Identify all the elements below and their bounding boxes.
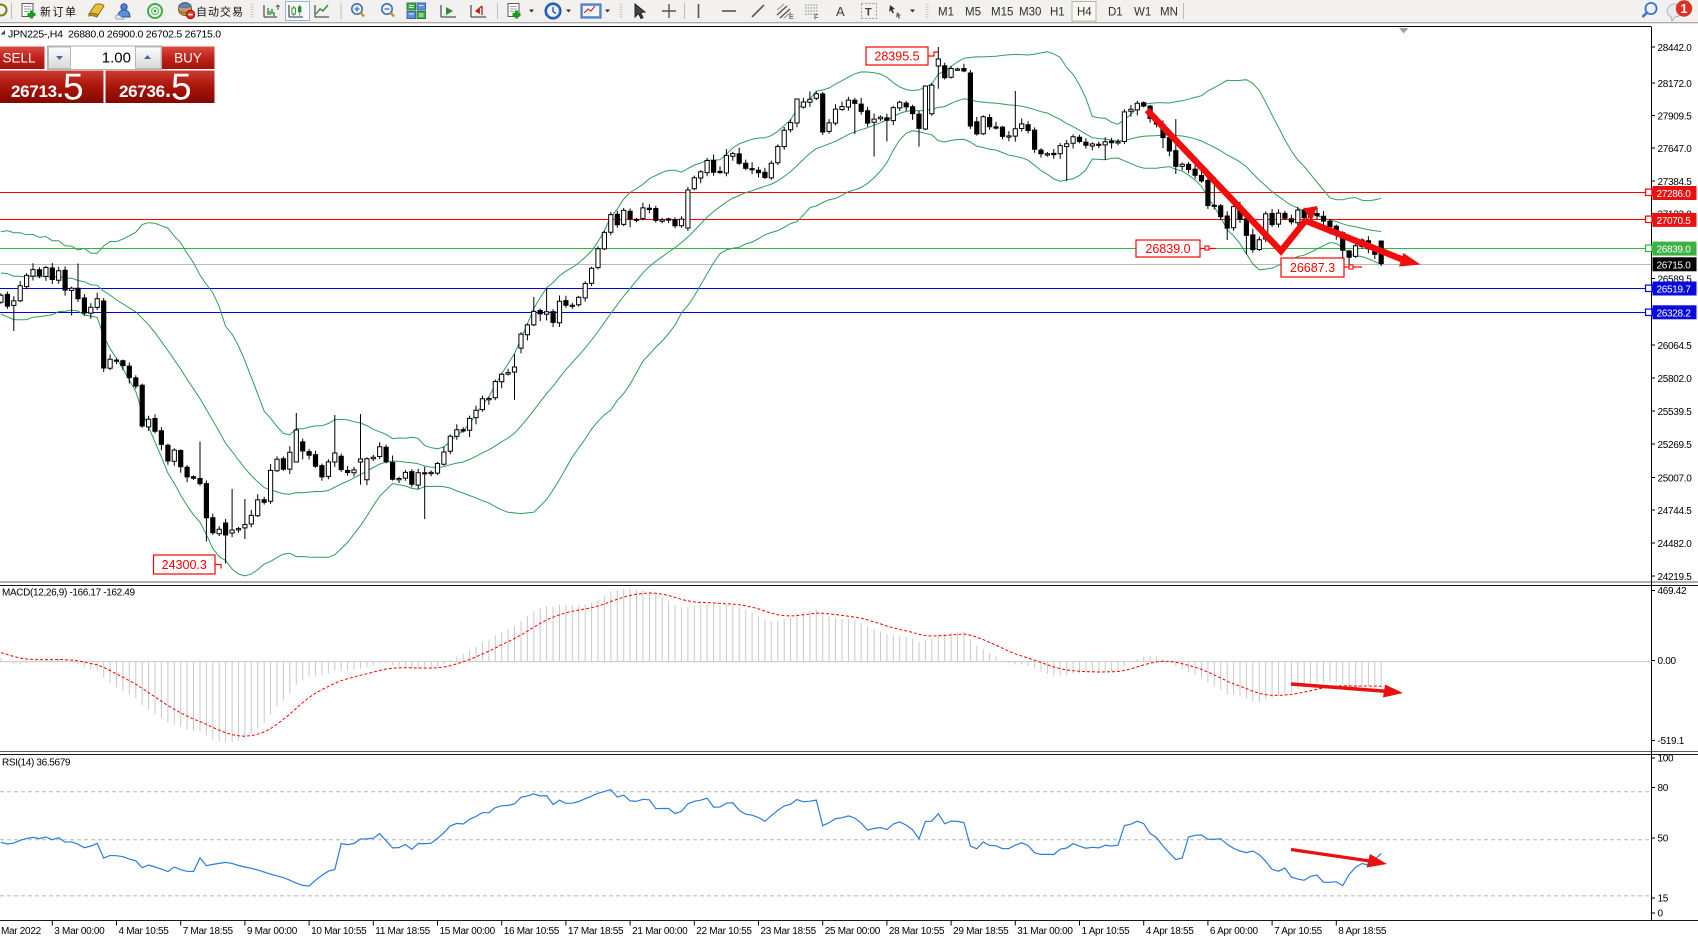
svg-text:16 Mar 10:55: 16 Mar 10:55 xyxy=(504,926,560,937)
svg-text:26064.5: 26064.5 xyxy=(1658,341,1693,352)
svg-text:1: 1 xyxy=(1681,2,1688,16)
svg-text:100: 100 xyxy=(1658,754,1675,765)
svg-text:H1: H1 xyxy=(1050,7,1065,19)
svg-text:0.00: 0.00 xyxy=(1658,656,1677,667)
svg-text:7 Apr 10:55: 7 Apr 10:55 xyxy=(1274,926,1323,937)
svg-text:25802.0: 25802.0 xyxy=(1658,374,1693,385)
svg-text:E: E xyxy=(789,14,794,21)
svg-text:28442.0: 28442.0 xyxy=(1658,43,1693,54)
svg-text:27909.5: 27909.5 xyxy=(1658,112,1693,123)
svg-text:26328.2: 26328.2 xyxy=(1656,308,1691,319)
svg-text:M30: M30 xyxy=(1019,7,1041,19)
svg-text:24482.0: 24482.0 xyxy=(1658,539,1693,550)
svg-text:24300.3: 24300.3 xyxy=(162,558,207,572)
svg-text:26589.5: 26589.5 xyxy=(1658,275,1693,286)
svg-text:自动交易: 自动交易 xyxy=(196,5,243,19)
svg-text:F: F xyxy=(814,15,818,22)
svg-text:M1: M1 xyxy=(938,7,954,19)
svg-text:22 Mar 10:55: 22 Mar 10:55 xyxy=(696,926,752,937)
svg-text:24744.5: 24744.5 xyxy=(1658,506,1693,517)
svg-text:25 Mar 00:00: 25 Mar 00:00 xyxy=(825,926,881,937)
svg-text:T: T xyxy=(865,7,872,19)
svg-text:26519.7: 26519.7 xyxy=(1656,285,1691,296)
svg-text:9 Mar 00:00: 9 Mar 00:00 xyxy=(247,926,298,937)
svg-text:5: 5 xyxy=(171,67,192,108)
svg-text:80: 80 xyxy=(1658,783,1669,794)
svg-text:MN: MN xyxy=(1160,7,1178,19)
svg-text:0: 0 xyxy=(1658,909,1664,920)
svg-text:50: 50 xyxy=(1658,834,1669,845)
svg-text:10 Mar 10:55: 10 Mar 10:55 xyxy=(311,926,367,937)
svg-text:RSI(14) 36.5679: RSI(14) 36.5679 xyxy=(2,758,71,769)
svg-text:MACD(12,26,9) -166.17 -162.49: MACD(12,26,9) -166.17 -162.49 xyxy=(2,588,135,599)
svg-text:M15: M15 xyxy=(991,7,1013,19)
svg-text:JPN225-,H4 26880.0 26900.0 26: JPN225-,H4 26880.0 26900.0 26702.5 26715… xyxy=(8,29,221,41)
svg-text:.: . xyxy=(165,77,171,102)
svg-text:29 Mar 18:55: 29 Mar 18:55 xyxy=(953,926,1009,937)
svg-text:27070.5: 27070.5 xyxy=(1656,216,1691,227)
svg-text:28172.0: 28172.0 xyxy=(1658,79,1693,90)
svg-text:27647.0: 27647.0 xyxy=(1658,144,1693,155)
svg-text:26736: 26736 xyxy=(119,82,165,101)
svg-text:24219.5: 24219.5 xyxy=(1658,572,1693,583)
svg-text:25007.0: 25007.0 xyxy=(1658,474,1693,485)
svg-text:27384.5: 27384.5 xyxy=(1658,177,1693,188)
svg-text:M5: M5 xyxy=(965,7,981,19)
svg-text:W1: W1 xyxy=(1134,7,1151,19)
svg-text:21 Mar 00:00: 21 Mar 00:00 xyxy=(632,926,688,937)
svg-text:28 Mar 10:55: 28 Mar 10:55 xyxy=(889,926,945,937)
svg-text:D1: D1 xyxy=(1108,7,1123,19)
svg-text:26715.0: 26715.0 xyxy=(1656,260,1691,271)
svg-text:31 Mar 00:00: 31 Mar 00:00 xyxy=(1017,926,1073,937)
svg-text:23 Mar 18:55: 23 Mar 18:55 xyxy=(761,926,817,937)
svg-text:H4: H4 xyxy=(1077,7,1092,19)
svg-text:Mar 2022: Mar 2022 xyxy=(1,926,42,937)
svg-text:4 Mar 10:55: 4 Mar 10:55 xyxy=(119,926,170,937)
svg-text:.: . xyxy=(57,77,63,102)
svg-text:469.42: 469.42 xyxy=(1658,586,1688,597)
svg-text:A: A xyxy=(836,4,845,19)
svg-text:1 Apr 10:55: 1 Apr 10:55 xyxy=(1082,926,1131,937)
svg-text:5: 5 xyxy=(63,67,84,108)
svg-text:BUY: BUY xyxy=(174,51,202,66)
svg-text:3 Mar 00:00: 3 Mar 00:00 xyxy=(54,926,105,937)
svg-text:27286.0: 27286.0 xyxy=(1656,189,1691,200)
svg-text:26713: 26713 xyxy=(11,82,57,101)
svg-text:25539.5: 25539.5 xyxy=(1658,407,1693,418)
svg-text:26839.0: 26839.0 xyxy=(1145,242,1190,256)
svg-text:6 Apr 00:00: 6 Apr 00:00 xyxy=(1210,926,1259,937)
svg-text:17 Mar 18:55: 17 Mar 18:55 xyxy=(568,926,624,937)
svg-text:SELL: SELL xyxy=(2,51,36,66)
svg-text:26839.0: 26839.0 xyxy=(1656,245,1691,256)
svg-text:11 Mar 18:55: 11 Mar 18:55 xyxy=(375,926,430,937)
svg-text:15 Mar 00:00: 15 Mar 00:00 xyxy=(440,926,496,937)
svg-text:-519.1: -519.1 xyxy=(1658,736,1685,747)
svg-text:25269.5: 25269.5 xyxy=(1658,440,1693,451)
svg-text:7 Mar 18:55: 7 Mar 18:55 xyxy=(183,926,234,937)
svg-text:1.00: 1.00 xyxy=(102,50,131,67)
svg-text:新订单: 新订单 xyxy=(40,5,76,19)
svg-text:26687.3: 26687.3 xyxy=(1290,261,1335,275)
svg-text:15: 15 xyxy=(1658,894,1669,905)
svg-text:4 Apr 18:55: 4 Apr 18:55 xyxy=(1146,926,1195,937)
svg-text:28395.5: 28395.5 xyxy=(874,50,919,64)
svg-text:8 Apr 18:55: 8 Apr 18:55 xyxy=(1338,926,1387,937)
